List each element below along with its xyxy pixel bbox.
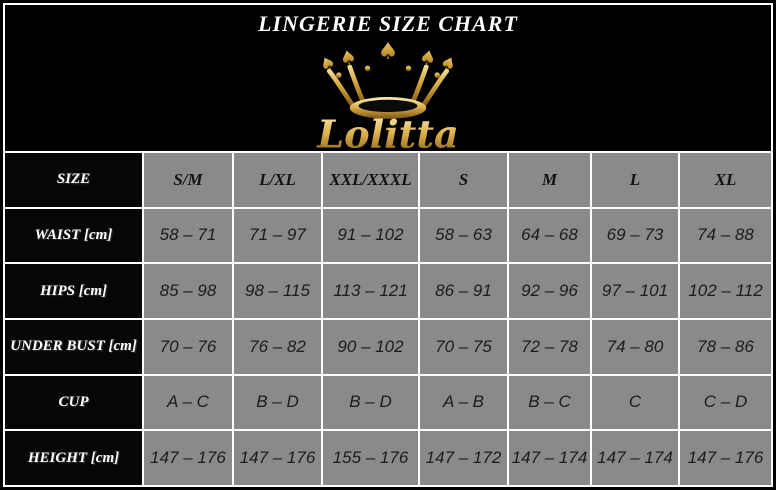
svg-text:♠: ♠ (417, 45, 439, 71)
table-cell: 92 – 96 (509, 264, 590, 318)
table-cell: A – B (420, 375, 507, 430)
svg-text:♠: ♠ (378, 41, 399, 65)
table-cell: C – D (680, 375, 771, 430)
table-cell: 90 – 102 (323, 320, 418, 374)
table-cell: 97 – 101 (592, 264, 678, 318)
col-header-s: S (420, 153, 507, 207)
page-title: LINGERIE SIZE CHART (258, 11, 518, 36)
svg-text:♠: ♠ (337, 45, 359, 71)
size-chart-page: LINGERIE SIZE CHART (5, 5, 771, 485)
table-cell: 147 – 176 (234, 431, 321, 485)
table-cell: 70 – 75 (420, 320, 507, 374)
row-label-hips: HIPS [cm] (5, 264, 142, 318)
table-cell: 58 – 71 (144, 208, 232, 263)
table-cell: C (592, 375, 678, 430)
row-label-waist: WAIST [cm] (5, 208, 142, 263)
table-cell: 113 – 121 (323, 264, 418, 318)
table-cell: B – D (234, 375, 321, 430)
table-cell: 155 – 176 (323, 431, 418, 485)
table-cell: 72 – 78 (509, 320, 590, 374)
table-cell: B – D (323, 375, 418, 430)
table-cell: A – C (144, 375, 232, 430)
col-header-m: M (509, 153, 590, 207)
size-table: SIZE S/M L/XL XXL/XXXL S M L XL WAIST [c… (5, 151, 771, 485)
table-cell: 147 – 176 (680, 431, 771, 485)
row-label-height: HEIGHT [cm] (5, 431, 142, 485)
col-header-l: L (592, 153, 678, 207)
table-cell: 78 – 86 (680, 320, 771, 374)
table-cell: 147 – 174 (592, 431, 678, 485)
svg-text:♠: ♠ (317, 52, 340, 77)
crown-icon: ♠ ♠ ♠ ♠ ♠ Lolitta (316, 38, 459, 158)
table-cell: 102 – 112 (680, 264, 771, 318)
table-cell: 98 – 115 (234, 264, 321, 318)
table-cell: 71 – 97 (234, 208, 321, 263)
table-cell: 76 – 82 (234, 320, 321, 374)
table-cell: 91 – 102 (323, 208, 418, 263)
col-header-size: SIZE (5, 153, 142, 207)
table-cell: 74 – 88 (680, 208, 771, 263)
table-cell: 70 – 76 (144, 320, 232, 374)
col-header-lxl: L/XL (234, 153, 321, 207)
brand-wordmark: Lolitta (316, 113, 459, 153)
table-cell: B – C (509, 375, 590, 430)
brand-logo: ♠ ♠ ♠ ♠ ♠ Lolitta (299, 38, 477, 158)
row-label-underbust: UNDER BUST [cm] (5, 320, 142, 374)
table-cell: 85 – 98 (144, 264, 232, 318)
svg-text:♠: ♠ (436, 52, 459, 77)
table-cell: 74 – 80 (592, 320, 678, 374)
table-cell: 86 – 91 (420, 264, 507, 318)
row-label-cup: CUP (5, 375, 142, 430)
chart-header: LINGERIE SIZE CHART (5, 5, 771, 158)
table-cell: 147 – 174 (509, 431, 590, 485)
col-header-sm: S/M (144, 153, 232, 207)
table-cell: 147 – 176 (144, 431, 232, 485)
table-cell: 58 – 63 (420, 208, 507, 263)
table-cell: 147 – 172 (420, 431, 507, 485)
table-cell: 69 – 73 (592, 208, 678, 263)
col-header-xxlxxxl: XXL/XXXL (323, 153, 418, 207)
table-cell: 64 – 68 (509, 208, 590, 263)
col-header-xl: XL (680, 153, 771, 207)
